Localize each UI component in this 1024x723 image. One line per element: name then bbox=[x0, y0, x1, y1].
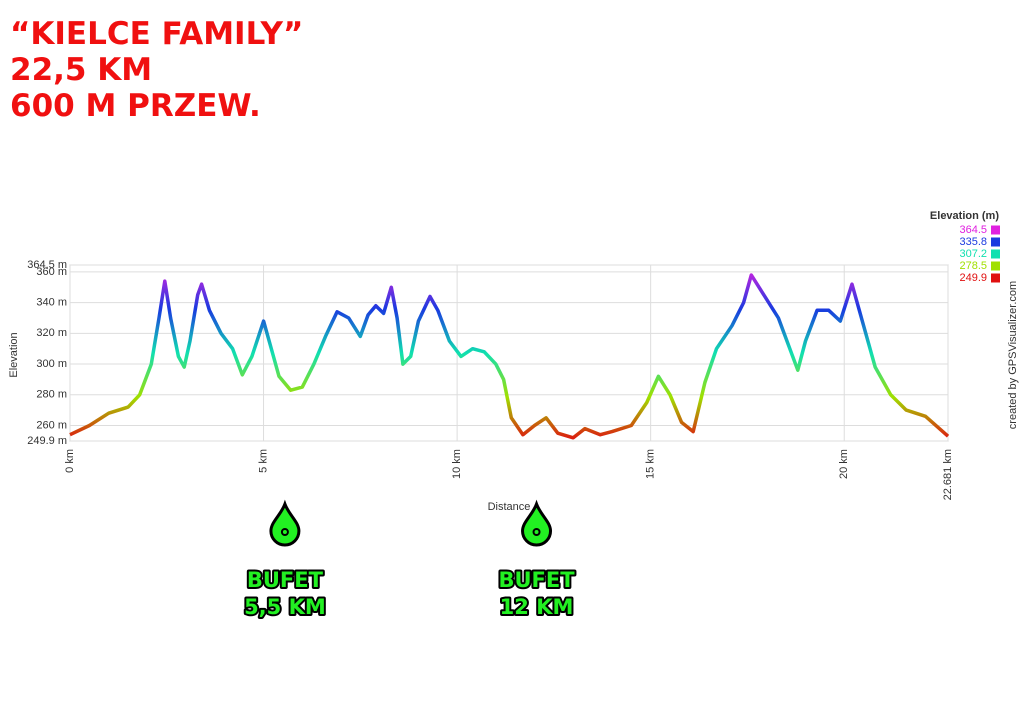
marker-dot bbox=[280, 528, 289, 536]
x-tick-label: 5 km bbox=[257, 449, 269, 473]
subtitle: 600 M PRZEW. bbox=[10, 88, 261, 124]
y-tick-label: 300 m bbox=[36, 358, 67, 370]
y-tick-label: 364.5 m bbox=[27, 259, 67, 271]
y-tick-label: 260 m bbox=[36, 419, 67, 431]
legend-swatch bbox=[991, 273, 1000, 283]
legend-title: Elevation (m) bbox=[930, 210, 999, 222]
marker-dot bbox=[532, 528, 541, 536]
y-axis-label: Elevation bbox=[8, 332, 20, 377]
y-tick-label: 280 m bbox=[36, 389, 67, 401]
subtitle: 22,5 KM bbox=[10, 52, 152, 88]
x-axis-label: Distance bbox=[488, 501, 531, 513]
annotation-text: BUFET bbox=[247, 568, 324, 592]
x-tick-label: 20 km bbox=[838, 449, 850, 479]
legend-label: 278.5 bbox=[959, 260, 987, 272]
legend-label: 335.8 bbox=[959, 236, 987, 248]
annotation-text: BUFET bbox=[498, 568, 575, 592]
x-tick-label: 0 km bbox=[64, 449, 76, 473]
legend-swatch bbox=[991, 225, 1000, 235]
credit: created by GPSVisualizer.com bbox=[1007, 281, 1019, 429]
x-tick-label: 10 km bbox=[451, 449, 463, 479]
y-tick-label: 340 m bbox=[36, 297, 67, 309]
legend-label: 364.5 bbox=[959, 224, 987, 236]
x-tick-label: 15 km bbox=[645, 449, 657, 479]
legend-label: 307.2 bbox=[959, 248, 987, 260]
x-tick-label: 22.681 km bbox=[942, 449, 954, 500]
y-tick-label: 320 m bbox=[36, 327, 67, 339]
legend-swatch bbox=[991, 261, 1000, 271]
legend-swatch bbox=[991, 237, 1000, 247]
marker-icon bbox=[521, 499, 553, 547]
y-tick-label: 249.9 m bbox=[27, 435, 67, 447]
title: “KIELCE FAMILY” bbox=[10, 16, 303, 52]
y-tick-label: 360 m bbox=[36, 266, 67, 278]
annotation-text: 5,5 KM bbox=[244, 595, 326, 619]
legend-swatch bbox=[991, 249, 1000, 259]
annotation-text: 12 KM bbox=[500, 595, 574, 619]
legend-label: 249.9 bbox=[959, 272, 987, 284]
marker-icon bbox=[269, 499, 301, 547]
elevation-line bbox=[69, 273, 950, 440]
